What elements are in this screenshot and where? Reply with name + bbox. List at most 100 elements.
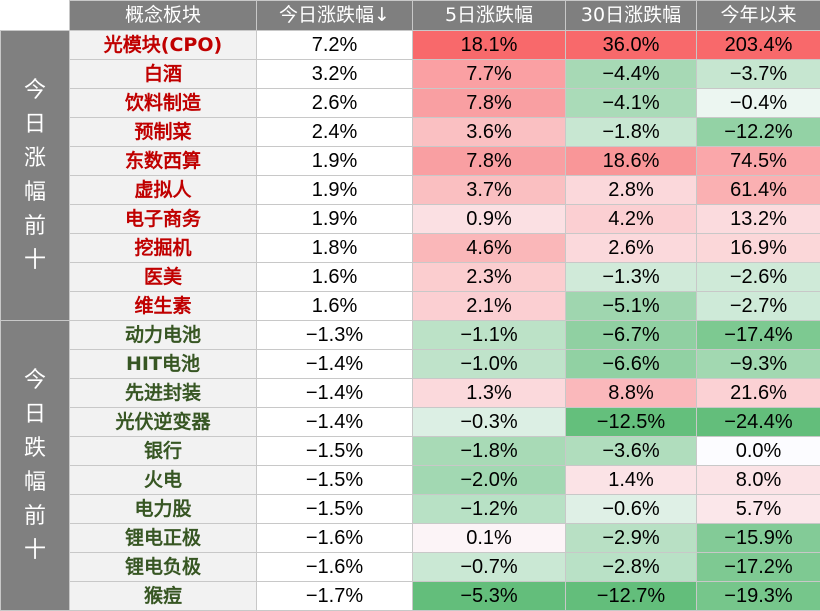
column-header: 今日涨跌幅↓ bbox=[257, 1, 413, 31]
value-cell: −1.3% bbox=[257, 321, 413, 350]
value-cell: 0.9% bbox=[413, 205, 566, 234]
value-cell: −1.5% bbox=[257, 466, 413, 495]
sector-name: 维生素 bbox=[70, 292, 257, 321]
sector-name: 猴痘 bbox=[70, 582, 257, 611]
value-cell: 1.4% bbox=[566, 466, 697, 495]
value-cell: −15.9% bbox=[697, 524, 820, 553]
value-cell: −1.4% bbox=[257, 350, 413, 379]
value-cell: 1.9% bbox=[257, 176, 413, 205]
sector-name: 光伏逆变器 bbox=[70, 408, 257, 437]
value-cell: 1.6% bbox=[257, 263, 413, 292]
value-cell: 0.0% bbox=[697, 437, 820, 466]
value-cell: −24.4% bbox=[697, 408, 820, 437]
value-cell: 21.6% bbox=[697, 379, 820, 408]
value-cell: −5.1% bbox=[566, 292, 697, 321]
value-cell: −1.2% bbox=[413, 495, 566, 524]
value-cell: 36.0% bbox=[566, 31, 697, 60]
table-row: 银行−1.5%−1.8%−3.6%0.0% bbox=[1, 437, 820, 466]
value-cell: 203.4% bbox=[697, 31, 820, 60]
value-cell: 74.5% bbox=[697, 147, 820, 176]
table-row: 锂电负极−1.6%−0.7%−2.8%−17.2% bbox=[1, 553, 820, 582]
sector-name: 电力股 bbox=[70, 495, 257, 524]
value-cell: 5.7% bbox=[697, 495, 820, 524]
sector-name: 白酒 bbox=[70, 60, 257, 89]
value-cell: −6.7% bbox=[566, 321, 697, 350]
value-cell: −12.2% bbox=[697, 118, 820, 147]
value-cell: −1.4% bbox=[257, 379, 413, 408]
corner-cell bbox=[1, 1, 70, 31]
value-cell: −0.3% bbox=[413, 408, 566, 437]
value-cell: −4.4% bbox=[566, 60, 697, 89]
value-cell: −3.7% bbox=[697, 60, 820, 89]
value-cell: −12.5% bbox=[566, 408, 697, 437]
value-cell: 0.1% bbox=[413, 524, 566, 553]
value-cell: 2.1% bbox=[413, 292, 566, 321]
value-cell: 61.4% bbox=[697, 176, 820, 205]
value-cell: 18.1% bbox=[413, 31, 566, 60]
value-cell: −1.3% bbox=[566, 263, 697, 292]
sector-name: 动力电池 bbox=[70, 321, 257, 350]
value-cell: −19.3% bbox=[697, 582, 820, 611]
value-cell: 16.9% bbox=[697, 234, 820, 263]
value-cell: 3.2% bbox=[257, 60, 413, 89]
value-cell: 8.8% bbox=[566, 379, 697, 408]
value-cell: −3.6% bbox=[566, 437, 697, 466]
table-row: 火电−1.5%−2.0%1.4%8.0% bbox=[1, 466, 820, 495]
value-cell: −1.0% bbox=[413, 350, 566, 379]
value-cell: −1.1% bbox=[413, 321, 566, 350]
value-cell: −1.6% bbox=[257, 524, 413, 553]
value-cell: −1.6% bbox=[257, 553, 413, 582]
value-cell: 7.8% bbox=[413, 147, 566, 176]
value-cell: −1.8% bbox=[413, 437, 566, 466]
value-cell: 2.6% bbox=[566, 234, 697, 263]
value-cell: −2.0% bbox=[413, 466, 566, 495]
value-cell: −6.6% bbox=[566, 350, 697, 379]
sector-name: 锂电正极 bbox=[70, 524, 257, 553]
value-cell: −5.3% bbox=[413, 582, 566, 611]
value-cell: 3.7% bbox=[413, 176, 566, 205]
value-cell: 7.8% bbox=[413, 89, 566, 118]
table-row: 猴痘−1.7%−5.3%−12.7%−19.3% bbox=[1, 582, 820, 611]
header-row: 概念板块 今日涨跌幅↓ 5日涨跌幅 30日涨跌幅 今年以来 bbox=[1, 1, 820, 31]
table-row: HIT电池−1.4%−1.0%−6.6%−9.3% bbox=[1, 350, 820, 379]
column-header: 5日涨跌幅 bbox=[413, 1, 566, 31]
value-cell: 2.8% bbox=[566, 176, 697, 205]
value-cell: −17.2% bbox=[697, 553, 820, 582]
sector-name: 预制菜 bbox=[70, 118, 257, 147]
value-cell: −2.8% bbox=[566, 553, 697, 582]
value-cell: 1.8% bbox=[257, 234, 413, 263]
group-label: 今日涨幅前十 bbox=[1, 31, 70, 321]
value-cell: −1.8% bbox=[566, 118, 697, 147]
sector-name: 虚拟人 bbox=[70, 176, 257, 205]
value-cell: 7.7% bbox=[413, 60, 566, 89]
column-header: 今年以来 bbox=[697, 1, 820, 31]
sector-name: 挖掘机 bbox=[70, 234, 257, 263]
sector-name: 电子商务 bbox=[70, 205, 257, 234]
sector-name: 先进封装 bbox=[70, 379, 257, 408]
value-cell: 4.6% bbox=[413, 234, 566, 263]
value-cell: −2.9% bbox=[566, 524, 697, 553]
value-cell: −1.7% bbox=[257, 582, 413, 611]
sector-name: 东数西算 bbox=[70, 147, 257, 176]
sector-name: HIT电池 bbox=[70, 350, 257, 379]
sector-name: 火电 bbox=[70, 466, 257, 495]
value-cell: −2.6% bbox=[697, 263, 820, 292]
sector-name: 光模块(CPO) bbox=[70, 31, 257, 60]
sector-name: 医美 bbox=[70, 263, 257, 292]
column-header: 概念板块 bbox=[70, 1, 257, 31]
value-cell: 2.3% bbox=[413, 263, 566, 292]
value-cell: 1.6% bbox=[257, 292, 413, 321]
sector-name: 银行 bbox=[70, 437, 257, 466]
table-row: 今日涨幅前十光模块(CPO)7.2%18.1%36.0%203.4% bbox=[1, 31, 820, 60]
sector-name: 锂电负极 bbox=[70, 553, 257, 582]
value-cell: −1.5% bbox=[257, 437, 413, 466]
